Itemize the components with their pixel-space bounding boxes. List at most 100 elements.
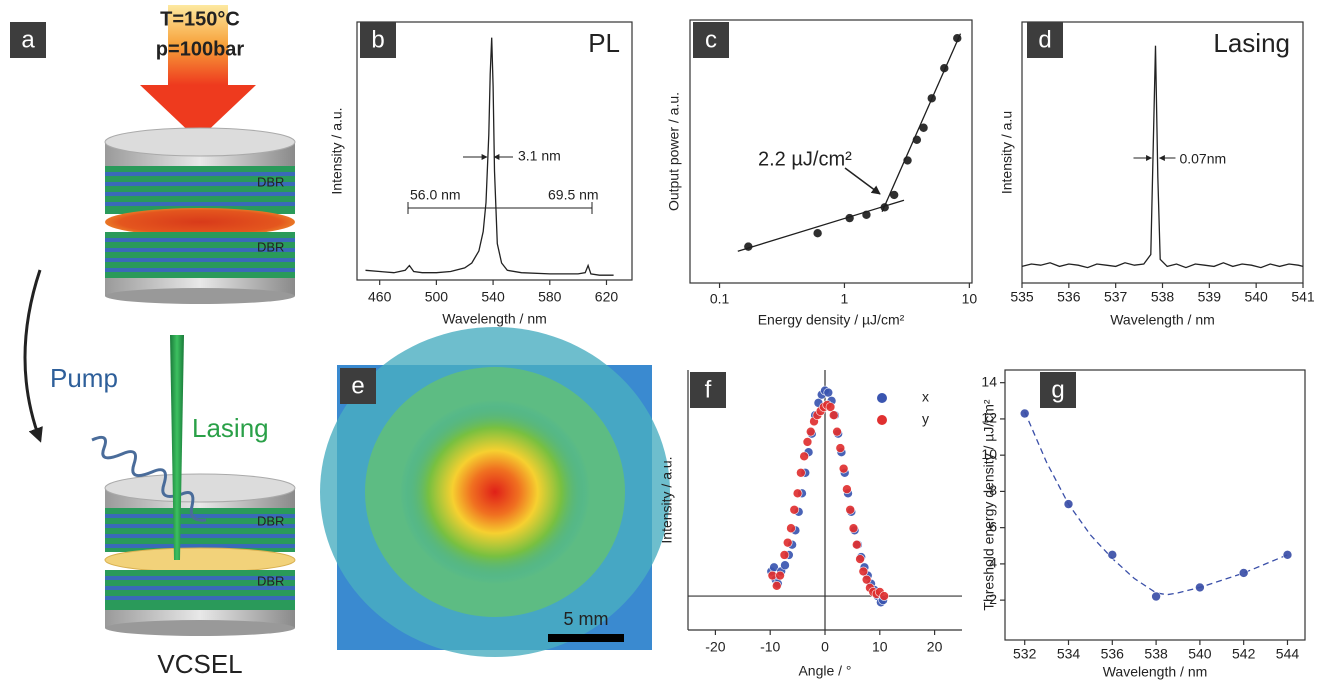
- x-tick-label: 532: [1013, 646, 1037, 662]
- annotation: 0.07nm: [1179, 151, 1226, 167]
- data-point: [845, 504, 856, 515]
- x-tick-label: 540: [1244, 289, 1268, 305]
- x-tick-label: 534: [1057, 646, 1081, 662]
- panel-e: e 5 mm: [320, 327, 670, 657]
- x-tick-label: 539: [1198, 289, 1222, 305]
- annotation: 2.2 µJ/cm²: [758, 148, 852, 170]
- data-point: [832, 426, 842, 437]
- y-tick-label: 4: [989, 555, 997, 571]
- x-axis-label: Angle / °: [798, 663, 851, 679]
- panel-label-box: [360, 22, 396, 58]
- beam-spot: [400, 400, 590, 584]
- data-point: [799, 451, 809, 462]
- panel-a: a T=150°C p=100bar DBR DBR DBR DBR Pump …: [10, 5, 296, 679]
- y-tick-label: 10: [981, 446, 997, 462]
- x-tick-label: 536: [1101, 646, 1125, 662]
- annotation: 3.1 nm: [518, 148, 561, 164]
- y-axis-label: Output power / a.u.: [666, 92, 682, 211]
- scale-bar-label: 5 mm: [564, 609, 609, 629]
- panel-label: b: [371, 26, 384, 53]
- device-label: VCSEL: [157, 649, 242, 679]
- panel-label: a: [21, 26, 35, 53]
- y-axis-label: Intensity / a.u: [999, 111, 1015, 194]
- dbr-stack: [105, 508, 295, 552]
- data-point: [1107, 550, 1118, 560]
- data-point: [842, 484, 852, 495]
- dbr-label: DBR: [257, 239, 284, 254]
- data-point: [796, 467, 806, 478]
- x-tick-label: 0.1: [710, 291, 730, 307]
- dbr-label: DBR: [257, 513, 284, 528]
- data-point: [1282, 550, 1293, 560]
- legend-marker: [877, 393, 887, 403]
- data-point: [825, 402, 836, 412]
- annotation: 56.0 nm: [410, 187, 461, 203]
- data-point: [771, 581, 782, 591]
- active-layer: [105, 208, 295, 236]
- dbr-stack: [105, 232, 295, 278]
- x-tick-label: 538: [1151, 289, 1175, 305]
- panel-label-box: [690, 372, 726, 408]
- x-tick-label: 538: [1144, 646, 1168, 662]
- x-tick-label: 580: [538, 289, 562, 305]
- data-point: [879, 591, 889, 601]
- data-point: [828, 410, 839, 421]
- panel-label: e: [351, 372, 364, 399]
- data-point: [1019, 408, 1030, 419]
- panel-label: d: [1038, 26, 1051, 53]
- y-axis-label: Intensity / a.u.: [659, 456, 675, 543]
- annotation: 69.5 nm: [548, 187, 599, 203]
- x-tick-label: 10: [962, 291, 978, 307]
- y-tick-label: 12: [981, 410, 997, 426]
- lasing-beam: [170, 335, 184, 560]
- pump-label: Pump: [50, 363, 118, 393]
- x-axis-label: Wavelength / nm: [1110, 312, 1215, 328]
- series-line: [1021, 45, 1304, 269]
- x-tick-label: 20: [927, 639, 943, 655]
- x-tick-label: 540: [481, 289, 505, 305]
- data-point: [838, 463, 849, 474]
- plot-frame: [1021, 21, 1304, 284]
- data-point: [775, 570, 785, 581]
- data-point: [780, 560, 790, 571]
- x-tick-label: 10: [872, 639, 888, 655]
- y-tick-label: 14: [981, 373, 997, 389]
- legend-label: y: [922, 411, 929, 427]
- data-point: [812, 228, 823, 238]
- x-tick-label: 540: [1188, 646, 1212, 662]
- process-arrow: [23, 269, 43, 443]
- x-tick-label: 541: [1291, 289, 1315, 305]
- y-tick-label: 2: [989, 591, 997, 607]
- x-axis-label: Wavelength / nm: [1103, 664, 1208, 680]
- scale-bar: [548, 634, 624, 642]
- plot-frame: [689, 19, 973, 284]
- data-point: [1063, 499, 1074, 509]
- legend-label: x: [922, 389, 929, 405]
- data-point: [1238, 568, 1249, 578]
- plot-frame: [1004, 369, 1306, 641]
- panel-label-box: [1027, 22, 1063, 58]
- data-point: [802, 437, 813, 447]
- x-tick-label: 1: [841, 291, 849, 307]
- data-point: [805, 426, 816, 437]
- data-point: [835, 443, 846, 453]
- series-line: [881, 33, 962, 212]
- data-point: [858, 566, 869, 577]
- x-tick-label: 544: [1276, 646, 1300, 662]
- data-point: [1151, 591, 1161, 602]
- dbr-stack: [105, 166, 295, 214]
- data-point: [779, 550, 790, 560]
- pressure: p=100bar: [156, 38, 245, 60]
- data-point: [861, 574, 872, 585]
- substrate-bottom: [105, 620, 295, 636]
- lasing-label: Lasing: [192, 413, 269, 443]
- substrate-top: [104, 127, 296, 157]
- data-point: [851, 539, 862, 550]
- y-tick-label: 8: [989, 482, 997, 498]
- x-axis-label: Energy density / µJ/cm²: [758, 312, 905, 328]
- x-tick-label: -10: [760, 639, 780, 655]
- panel-label: g: [1051, 376, 1064, 403]
- panel-label-box: [10, 22, 46, 58]
- pressure-arrow: [168, 5, 228, 85]
